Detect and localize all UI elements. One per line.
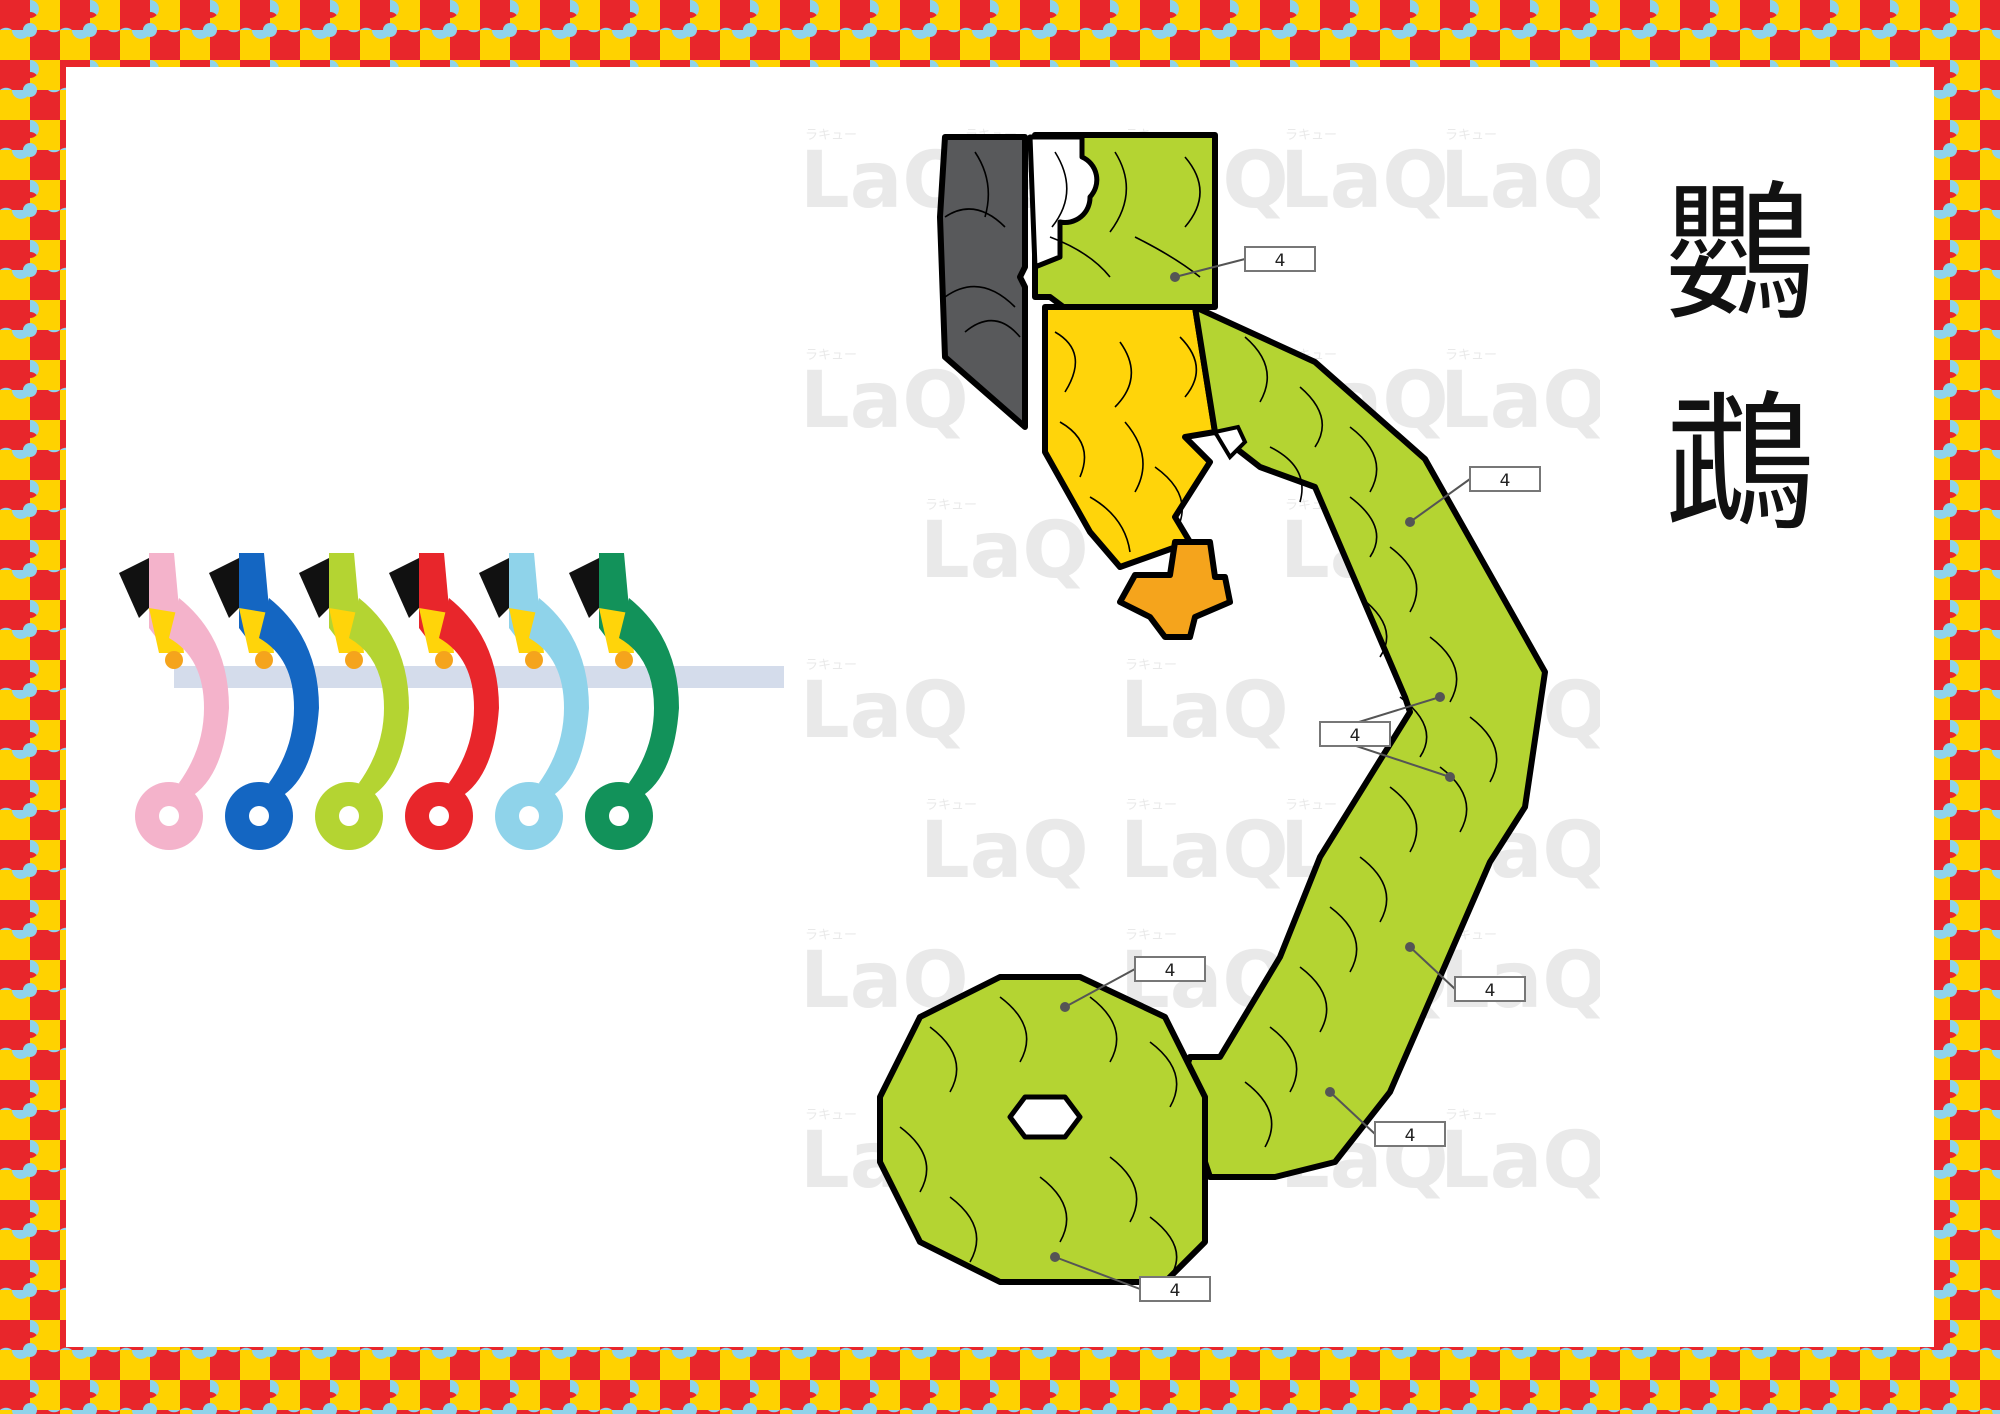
svg-text:ラキュー: ラキュー — [1445, 128, 1497, 143]
svg-text:ラキュー: ラキュー — [925, 498, 977, 513]
piece-count-label — [1469, 466, 1541, 492]
svg-text:ラキュー: ラキュー — [805, 928, 857, 943]
parrot-models-thumbnail — [119, 553, 784, 850]
piece-count-label — [1244, 246, 1316, 272]
tail-hole — [1007, 1094, 1083, 1140]
svg-text:ラキュー: ラキュー — [1285, 798, 1337, 813]
parrot-model — [479, 553, 589, 850]
parrot-model — [299, 553, 409, 850]
svg-text:ラキュー: ラキュー — [1125, 658, 1177, 673]
svg-text:ラキュー: ラキュー — [1125, 798, 1177, 813]
svg-text:ラキュー: ラキュー — [925, 798, 977, 813]
svg-text:LaQ: LaQ — [1120, 666, 1289, 756]
svg-text:ラキュー: ラキュー — [805, 658, 857, 673]
title-char-1: 鸚 — [1664, 168, 1815, 342]
svg-text:LaQ: LaQ — [1440, 136, 1600, 226]
svg-text:ラキュー: ラキュー — [805, 128, 857, 143]
svg-text:4: 4 — [1485, 981, 1496, 1001]
callouts: 44444444 — [1050, 246, 1541, 1302]
svg-text:LaQ: LaQ — [1120, 806, 1289, 896]
svg-text:LaQ: LaQ — [1280, 136, 1449, 226]
piece-count-label — [1374, 1121, 1446, 1147]
svg-text:ラキュー: ラキュー — [1285, 128, 1337, 143]
svg-text:ラキュー: ラキュー — [805, 348, 857, 363]
piece-count-label — [1134, 956, 1206, 982]
svg-text:LaQ: LaQ — [1440, 356, 1600, 446]
svg-text:ラキュー: ラキュー — [805, 1108, 857, 1123]
svg-text:4: 4 — [1275, 251, 1286, 271]
svg-text:ラキュー: ラキュー — [1125, 928, 1177, 943]
parrot-model — [389, 553, 499, 850]
svg-text:LaQ: LaQ — [920, 806, 1089, 896]
title-block: 鸚 鵡 — [1640, 180, 1840, 600]
svg-text:ラキュー: ラキュー — [1445, 1108, 1497, 1123]
piece-count-label — [1454, 976, 1526, 1002]
watermark-layer: LaQラキューLaQラキューLaQラキューLaQラキューLaQラキューLaQラキ… — [800, 128, 1600, 1206]
svg-text:4: 4 — [1170, 1281, 1181, 1301]
svg-text:LaQ: LaQ — [800, 666, 969, 756]
svg-text:4: 4 — [1165, 961, 1176, 981]
title-char-2: 鵡 — [1664, 378, 1815, 552]
svg-text:4: 4 — [1500, 471, 1511, 491]
svg-text:4: 4 — [1350, 726, 1361, 746]
piece-count-label — [1139, 1276, 1211, 1302]
svg-text:4: 4 — [1405, 1126, 1416, 1146]
svg-text:LaQ: LaQ — [920, 506, 1089, 596]
svg-text:LaQ: LaQ — [1440, 1116, 1600, 1206]
piece-count-label — [1319, 721, 1391, 747]
eye-keyhole — [1027, 134, 1100, 270]
foot-orange — [1117, 539, 1233, 640]
svg-text:LaQ: LaQ — [800, 356, 969, 446]
parrot-model — [569, 553, 679, 850]
parrot-build-diagram: LaQラキューLaQラキューLaQラキューLaQラキューLaQラキューLaQラキ… — [800, 128, 1600, 1302]
parrot-model — [119, 553, 229, 850]
parrot-model — [209, 553, 319, 850]
svg-text:ラキュー: ラキュー — [1445, 348, 1497, 363]
